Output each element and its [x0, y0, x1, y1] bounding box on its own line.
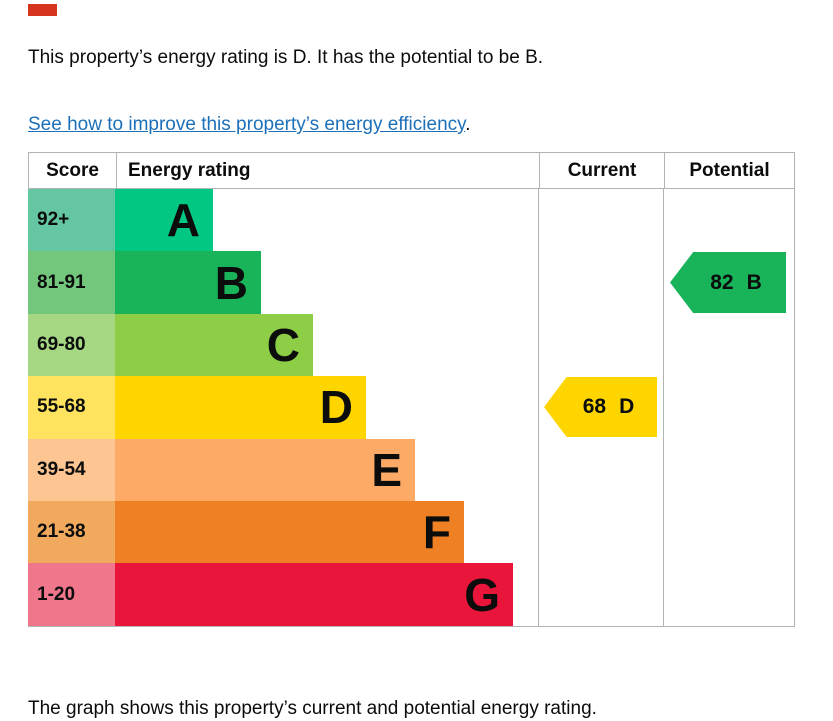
- current-rating-letter: D: [619, 395, 635, 418]
- band-row-c: 69-80 C: [28, 313, 795, 377]
- band-letter: E: [371, 443, 402, 496]
- band-bar: B: [115, 251, 261, 314]
- improve-efficiency-line: See how to improve this property’s energ…: [28, 112, 471, 137]
- potential-column-left-border: [663, 189, 664, 626]
- band-score-range: 55-68: [28, 376, 115, 439]
- potential-column-header: Potential: [664, 153, 794, 188]
- energy-rating-summary: This property’s energy rating is D. It h…: [28, 47, 544, 68]
- band-row-d: 55-68 D: [28, 376, 795, 439]
- band-bar: G: [115, 563, 513, 626]
- band-score-range: 92+: [28, 189, 115, 252]
- band-letter: D: [319, 381, 353, 434]
- band-bar: F: [115, 500, 464, 564]
- band-letter: G: [464, 568, 500, 621]
- link-period: .: [465, 114, 471, 135]
- epc-rating-chart: Score Energy rating Current Potential 92…: [28, 152, 795, 627]
- band-letter: A: [166, 194, 200, 247]
- table-right-border: [794, 189, 795, 626]
- band-bar: A: [115, 189, 213, 252]
- band-row-a: 92+ A: [28, 189, 795, 252]
- potential-rating-letter: B: [746, 270, 762, 294]
- current-column-header: Current: [539, 153, 664, 188]
- band-row-g: 1-20 G: [28, 563, 795, 626]
- potential-rating-value: 82: [710, 270, 734, 294]
- graph-caption: The graph shows this property’s current …: [28, 698, 597, 719]
- band-score-range: 1-20: [28, 563, 115, 626]
- band-score-range: 39-54: [28, 438, 115, 501]
- band-score-range: 81-91: [28, 251, 115, 314]
- energy-rating-column-header: Energy rating: [116, 153, 539, 188]
- band-row-b: 81-91 B: [28, 251, 795, 314]
- red-rectangle-marker: [28, 4, 57, 16]
- chart-body: 92+ A 81-91 B 69-80 C 55-68 D 39-54 E 21…: [28, 189, 795, 627]
- chart-header-row: Score Energy rating Current Potential: [28, 152, 795, 189]
- band-letter: F: [422, 506, 451, 559]
- band-bar: D: [115, 376, 366, 439]
- band-row-e: 39-54 E: [28, 438, 795, 501]
- band-letter: C: [266, 318, 300, 371]
- band-score-range: 21-38: [28, 500, 115, 564]
- current-column-left-border: [538, 189, 539, 626]
- band-score-range: 69-80: [28, 313, 115, 377]
- current-rating-value: 68: [582, 395, 607, 418]
- current-rating-arrow: 68 D: [544, 377, 657, 437]
- band-bar: E: [115, 438, 415, 501]
- band-bar: C: [115, 313, 313, 377]
- potential-rating-arrow: 82 B: [670, 252, 786, 313]
- band-row-f: 21-38 F: [28, 500, 795, 564]
- improve-efficiency-link[interactable]: See how to improve this property’s energ…: [28, 114, 466, 135]
- score-column-header: Score: [46, 159, 99, 181]
- band-letter: B: [214, 256, 248, 309]
